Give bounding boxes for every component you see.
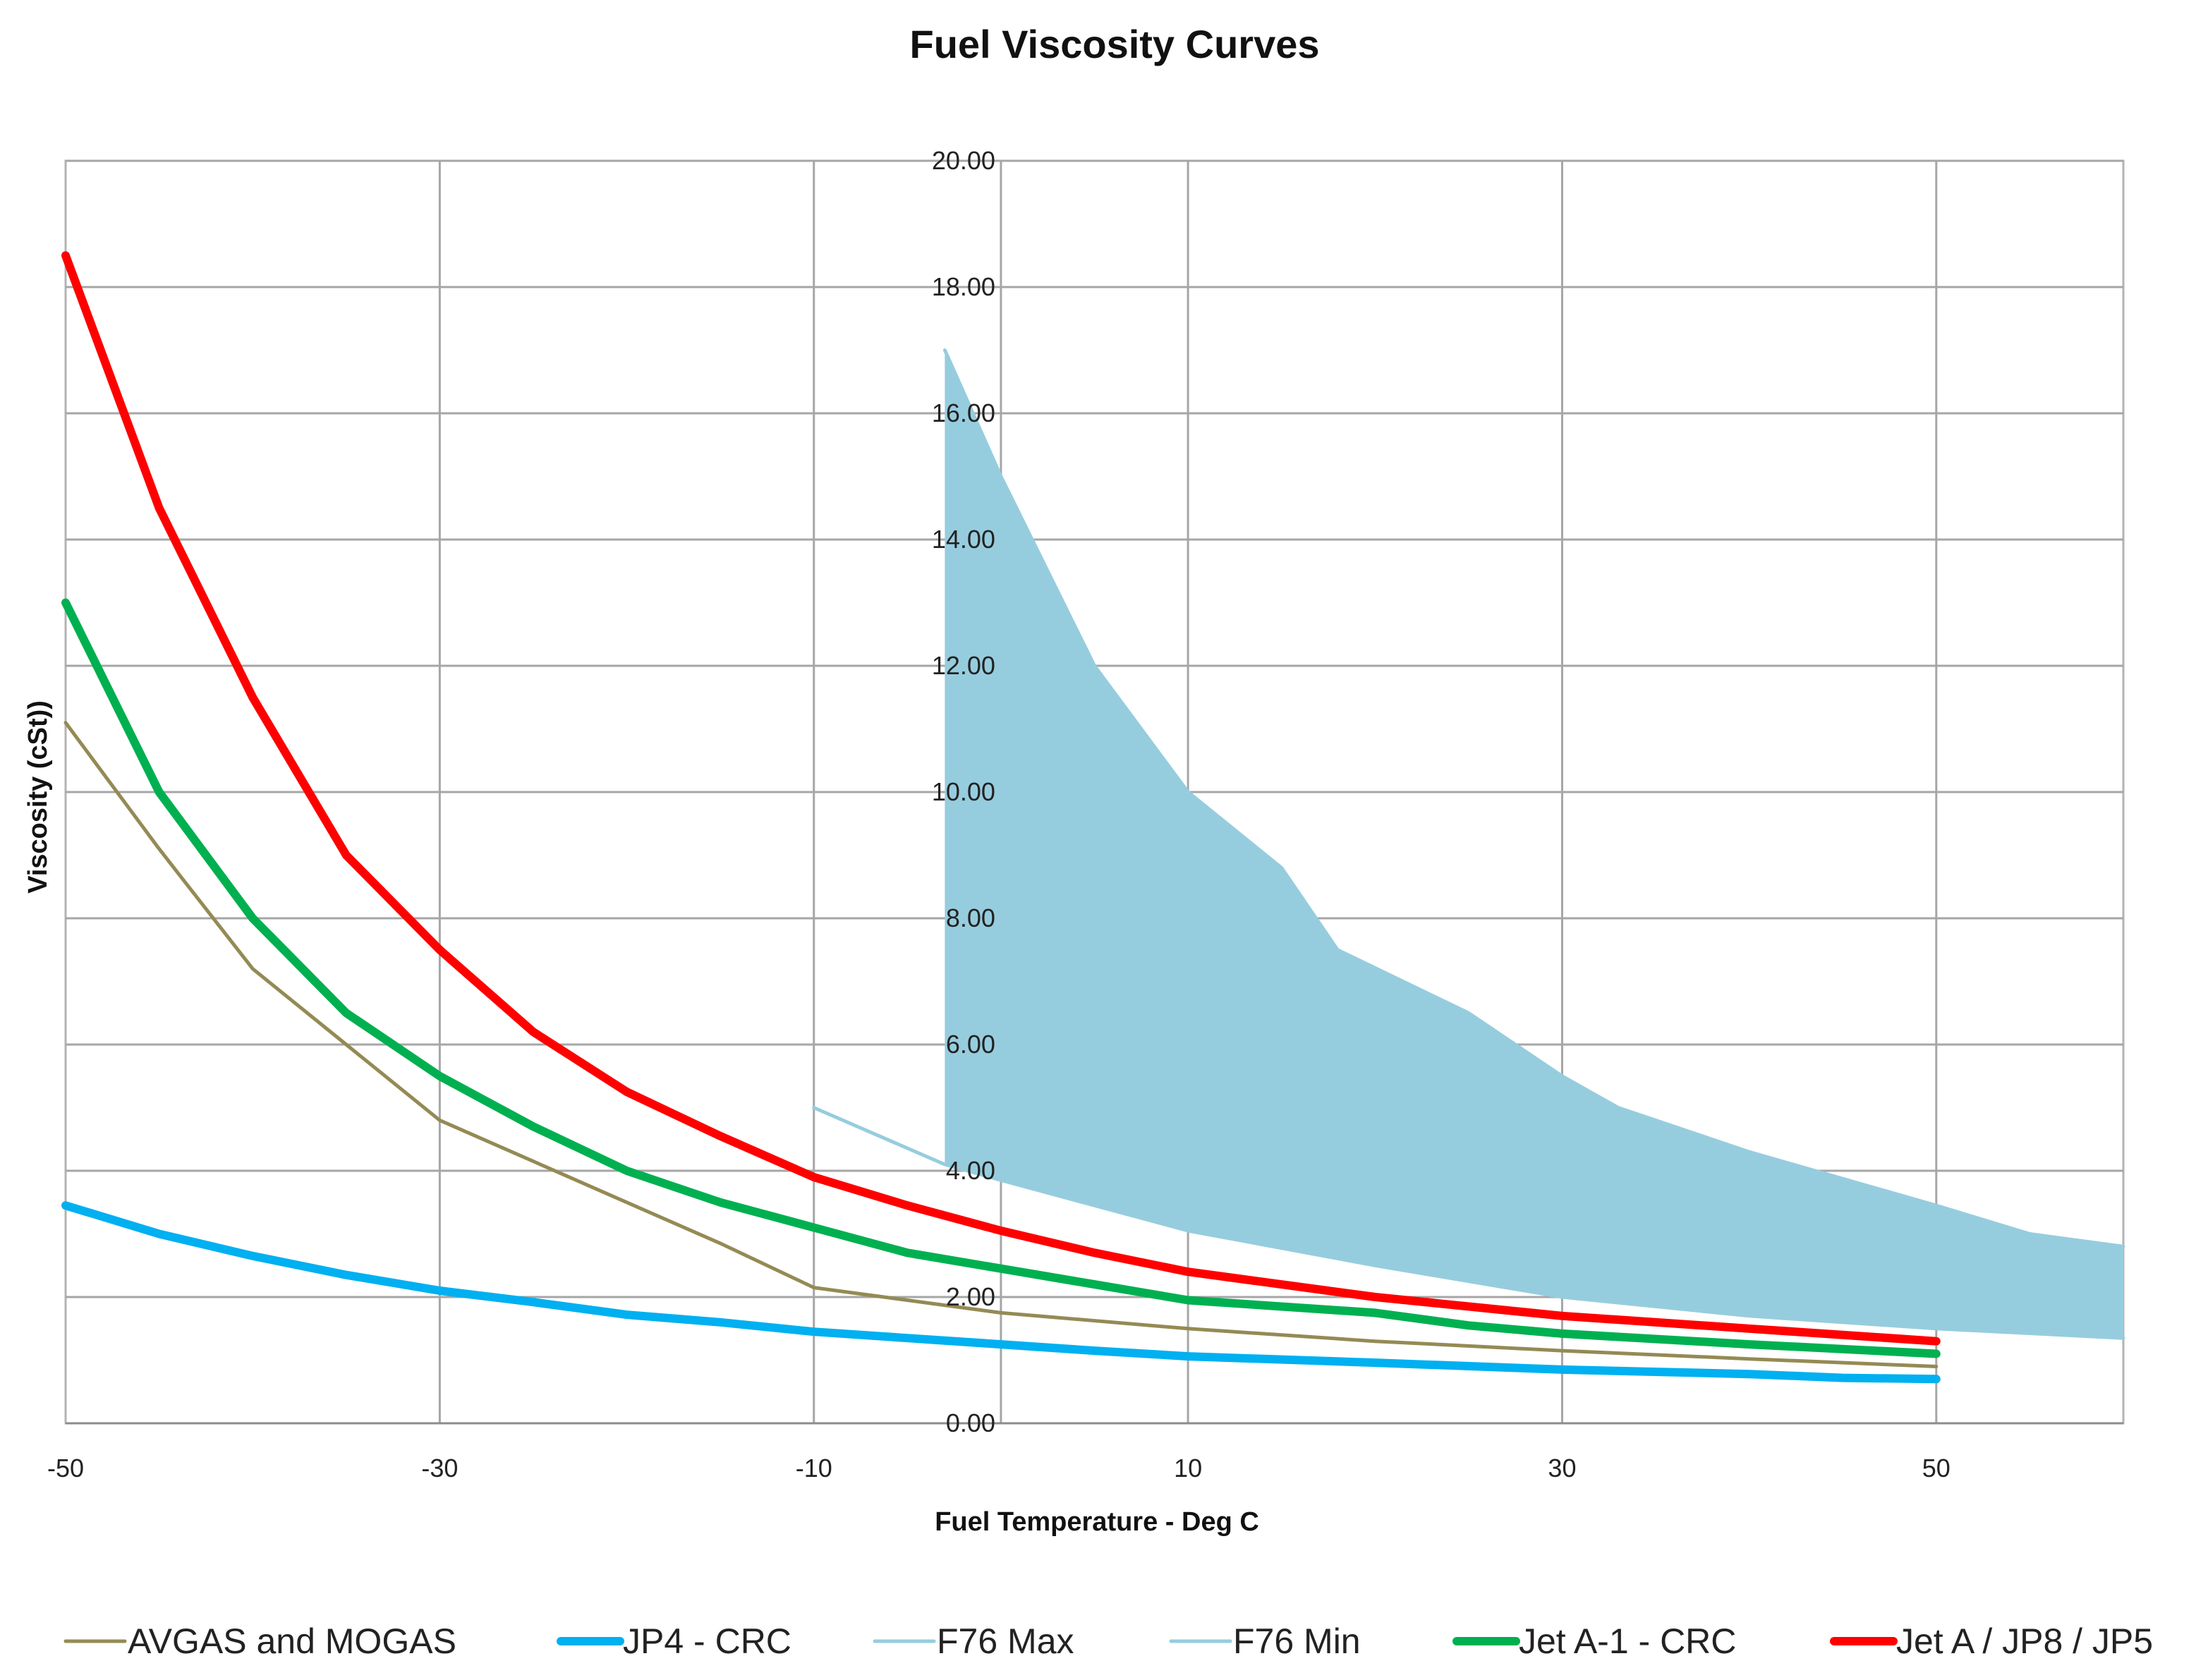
x-tick-label: -50 [47, 1454, 84, 1483]
x-tick-label: 10 [1174, 1454, 1202, 1483]
legend-item-jet-a-1-crc: Jet A-1 - CRC [1452, 1621, 1736, 1661]
y-tick-label: 20.00 [932, 146, 995, 175]
legend-label: F76 Min [1233, 1621, 1361, 1661]
x-tick-label: -30 [421, 1454, 458, 1483]
y-tick-label: 0.00 [946, 1408, 995, 1437]
series-line-jet-a-1-crc [61, 598, 1941, 1358]
series-line-f76-min [812, 1106, 2125, 1340]
legend-item-avgas-and-mogas: AVGAS and MOGAS [63, 1621, 456, 1661]
y-tick-label: 2.00 [946, 1282, 995, 1311]
legend-label: F76 Max [937, 1621, 1074, 1661]
legend-label: AVGAS and MOGAS [128, 1621, 456, 1661]
legend-item-f76-min: F76 Min [1169, 1621, 1361, 1661]
y-tick-label: 16.00 [932, 398, 995, 427]
y-axis-label: Viscosity (cSt)) [23, 700, 53, 894]
chart-title: Fuel Viscosity Curves [910, 22, 1320, 66]
x-tick-label: 50 [1922, 1454, 1951, 1483]
f76-range-band [945, 350, 2123, 1339]
series-line-jet-a-jp8-jp5 [61, 251, 1941, 1346]
legend-label: JP4 - CRC [623, 1621, 791, 1661]
y-tick-label: 8.00 [946, 903, 995, 932]
shaded-band [945, 350, 2123, 1339]
legend-item-jp4-crc: JP4 - CRC [557, 1621, 791, 1661]
series-layer [61, 251, 2125, 1384]
legend-label: Jet A-1 - CRC [1519, 1621, 1736, 1661]
y-tick-label: 14.00 [932, 525, 995, 554]
legend-label: Jet A / JP8 / JP5 [1896, 1621, 2153, 1661]
legend-item-f76-max: F76 Max [873, 1621, 1074, 1661]
x-tick-label: -10 [796, 1454, 832, 1483]
legend-item-jet-a-jp8-jp5: Jet A / JP8 / JP5 [1830, 1621, 2153, 1661]
y-tick-label: 4.00 [946, 1156, 995, 1185]
series-line-f76-max [942, 348, 2125, 1248]
series-line-avgas-and-mogas [63, 721, 1939, 1368]
x-axis-label: Fuel Temperature - Deg C [935, 1507, 1259, 1537]
legend: AVGAS and MOGAS JP4 - CRC F76 Max F76 Min Je… [63, 1621, 2153, 1661]
y-tick-label: 12.00 [932, 651, 995, 680]
y-tick-label: 18.00 [932, 272, 995, 301]
axes: 0.00 2.00 4.00 6.00 8.00 10.00 12.00 14.00 16.00… [47, 146, 2123, 1483]
x-tick-label: 30 [1548, 1454, 1576, 1483]
series-line-jp4-crc [61, 1201, 1941, 1384]
y-tick-label: 10.00 [932, 777, 995, 806]
y-tick-label: 6.00 [946, 1030, 995, 1059]
